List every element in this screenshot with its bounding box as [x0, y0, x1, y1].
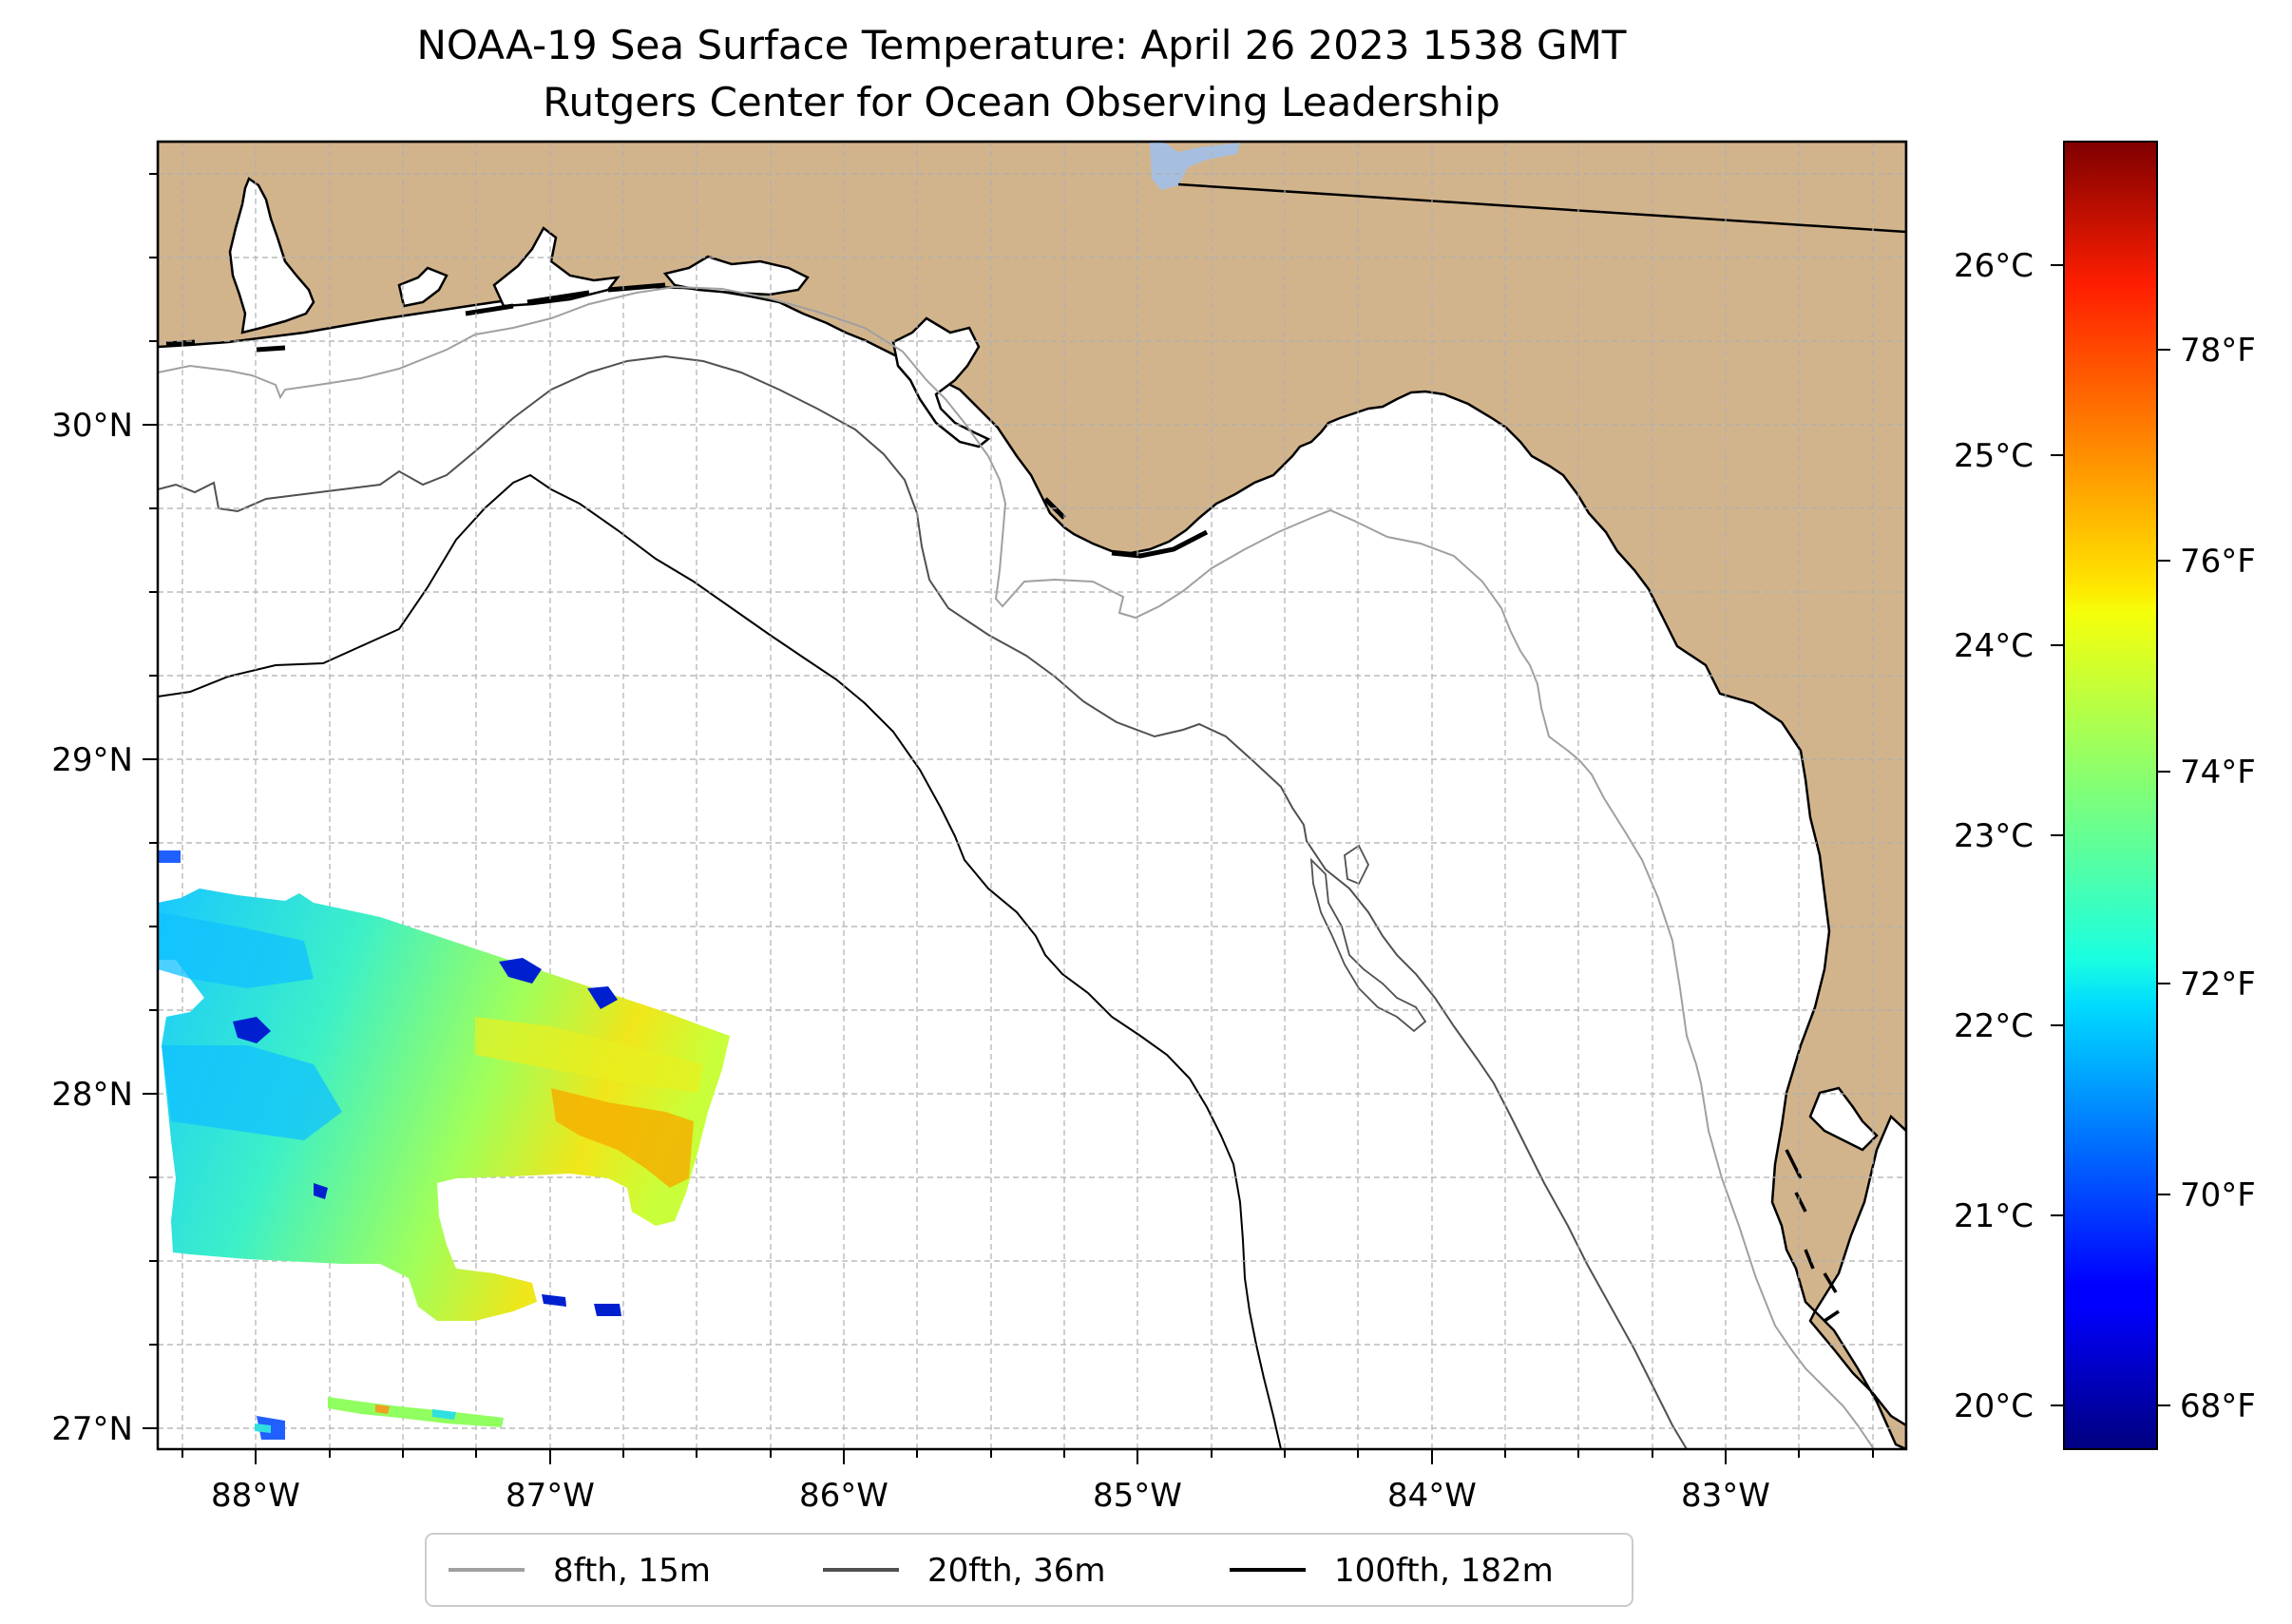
legend-label-100fth: 100fth, 182m [1334, 1552, 1554, 1590]
colorbar-fahrenheit-ticks [2157, 349, 2170, 1406]
lon-label-87w: 87°W [506, 1477, 595, 1515]
sst-strip-cool [255, 1409, 456, 1433]
lon-label-83w: 83°W [1681, 1477, 1770, 1515]
legend-label-20fth: 20fth, 36m [927, 1552, 1106, 1590]
colorbar-celsius-ticks [2051, 264, 2064, 1406]
isobath-8fth [158, 285, 1875, 1449]
celsius-label-25: 25°C [1954, 437, 2034, 475]
pensacola-bay [397, 266, 449, 308]
celsius-label-24: 24°C [1954, 627, 2034, 665]
map-ticks [143, 173, 1874, 1464]
colorbar-celsius-labels: 20°C 21°C 22°C 23°C 24°C 25°C 26°C [1954, 247, 2034, 1425]
colorbar-gradient [2063, 141, 2158, 1450]
isobath-20fth [158, 354, 1688, 1449]
mobile-bay [228, 177, 315, 334]
celsius-label-21: 21°C [1954, 1197, 2034, 1235]
sst-yellow-band [475, 1017, 703, 1093]
fahrenheit-label-76: 76°F [2180, 543, 2256, 581]
latitude-labels: 27°N 28°N 29°N 30°N [51, 407, 133, 1448]
sst-cool-west [158, 912, 342, 1140]
longitude-labels: 88°W 87°W 86°W 85°W 84°W 83°W [211, 1477, 1770, 1515]
lon-label-84w: 84°W [1387, 1477, 1477, 1515]
isobath-legend: 8fth, 15m 20fth, 36m 100fth, 182m [425, 1533, 1633, 1607]
choctawhatchee-bay [492, 226, 621, 308]
celsius-label-22: 22°C [1954, 1007, 2034, 1045]
figure-title: NOAA-19 Sea Surface Temperature: April 2… [417, 22, 1627, 68]
sst-small-strip [328, 1397, 504, 1427]
sst-swath [158, 850, 730, 1440]
fahrenheit-label-70: 70°F [2180, 1176, 2256, 1214]
celsius-label-23: 23°C [1954, 817, 2034, 855]
legend-label-8fth: 8fth, 15m [553, 1552, 711, 1590]
lat-label-28n: 28°N [51, 1076, 133, 1114]
lon-label-88w: 88°W [211, 1477, 300, 1515]
map-frame [156, 140, 1908, 1451]
lat-label-27n: 27°N [51, 1410, 133, 1448]
figure-subtitle: Rutgers Center for Ocean Observing Leade… [543, 79, 1500, 125]
barrier-islands [165, 282, 1209, 559]
legend-box [425, 1533, 1633, 1607]
gridlines [158, 142, 1906, 1449]
apalachicola-bay [891, 316, 991, 449]
lake-seminole [1150, 142, 1240, 190]
tampa-bay [1808, 1086, 1879, 1152]
celsius-label-20: 20°C [1954, 1387, 2034, 1425]
fahrenheit-label-74: 74°F [2180, 754, 2256, 792]
st-andrew-bay [662, 255, 810, 296]
sst-strip-warm [375, 1404, 390, 1414]
isobath-100fth [158, 473, 1282, 1449]
celsius-label-26: 26°C [1954, 247, 2034, 285]
lon-label-86w: 86°W [799, 1477, 888, 1515]
lon-label-85w: 85°W [1093, 1477, 1182, 1515]
fahrenheit-label-68: 68°F [2180, 1387, 2256, 1425]
sst-warm-core [551, 1088, 694, 1188]
colorbar: 20°C 21°C 22°C 23°C 24°C 25°C 26°C 68°F … [1954, 141, 2256, 1450]
sst-swath-main [158, 888, 730, 1321]
state-border [1177, 182, 1906, 234]
fahrenheit-label-72: 72°F [2180, 965, 2256, 1003]
florida-keys-barrier [1785, 1149, 1840, 1323]
colorbar-fahrenheit-labels: 68°F 70°F 72°F 74°F 76°F 78°F [2180, 332, 2256, 1425]
lat-label-30n: 30°N [51, 407, 133, 445]
lat-label-29n: 29°N [51, 741, 133, 779]
fahrenheit-label-78: 78°F [2180, 332, 2256, 370]
map-panel [158, 142, 1906, 1449]
